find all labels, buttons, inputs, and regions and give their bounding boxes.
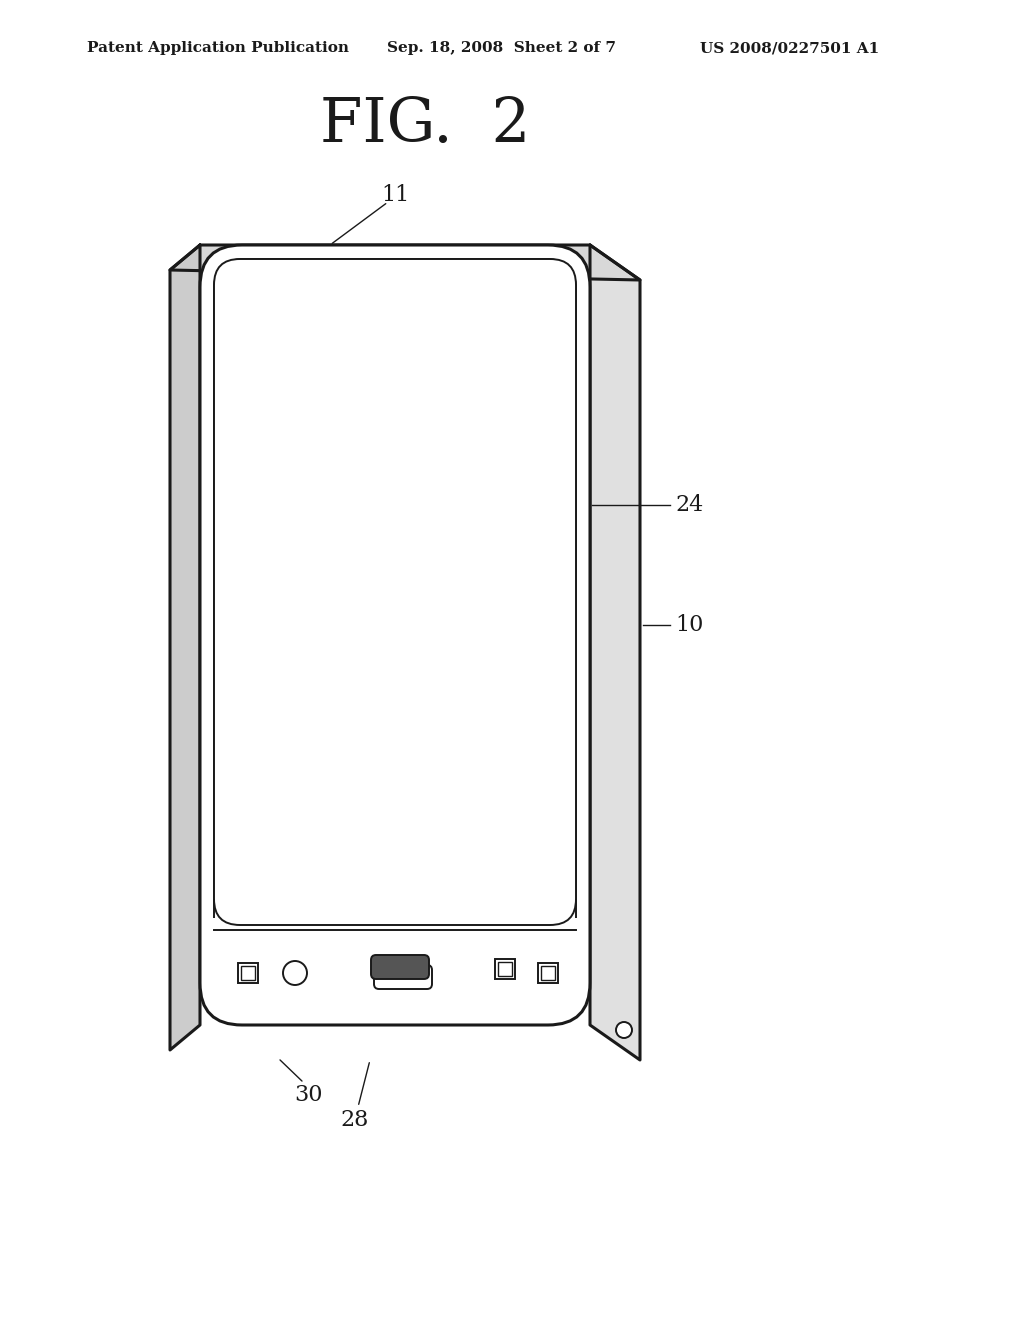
Bar [541, 966, 555, 979]
Bar [241, 966, 255, 979]
FancyBboxPatch shape [371, 954, 429, 979]
Text: 30: 30 [294, 1084, 323, 1106]
Bar [238, 964, 258, 983]
Polygon shape [590, 246, 640, 1060]
Text: Patent Application Publication: Patent Application Publication [87, 41, 349, 55]
Polygon shape [170, 246, 200, 1049]
Bar [538, 964, 558, 983]
Text: 28: 28 [341, 1109, 370, 1131]
FancyBboxPatch shape [214, 259, 575, 925]
Bar [495, 960, 515, 979]
Circle shape [283, 961, 307, 985]
Text: 24: 24 [675, 494, 703, 516]
Text: 10: 10 [675, 614, 703, 636]
Text: US 2008/0227501 A1: US 2008/0227501 A1 [700, 41, 880, 55]
FancyBboxPatch shape [374, 965, 432, 989]
Bar [212, 917, 578, 1012]
FancyBboxPatch shape [214, 259, 575, 1011]
Text: Sep. 18, 2008  Sheet 2 of 7: Sep. 18, 2008 Sheet 2 of 7 [387, 41, 616, 55]
FancyBboxPatch shape [200, 246, 590, 1026]
Text: FIG.  2: FIG. 2 [319, 95, 530, 154]
Circle shape [616, 1022, 632, 1038]
Bar [498, 962, 512, 975]
Polygon shape [170, 246, 640, 280]
Text: 11: 11 [381, 183, 410, 206]
